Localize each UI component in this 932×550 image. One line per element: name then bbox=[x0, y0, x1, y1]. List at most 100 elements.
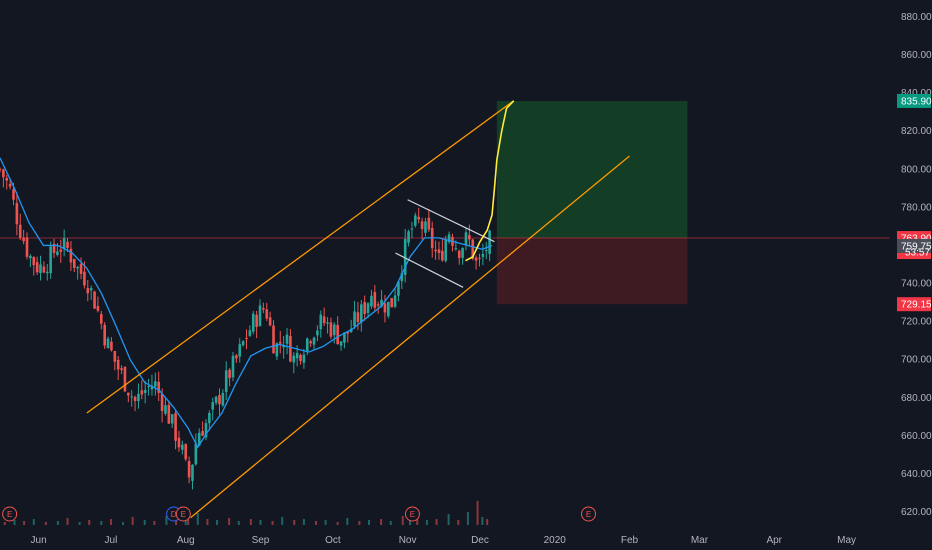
volume-bar bbox=[358, 521, 361, 525]
candle-body bbox=[228, 369, 231, 379]
volume-bar bbox=[228, 518, 231, 525]
candle-body bbox=[83, 271, 86, 286]
candle-body bbox=[353, 311, 356, 327]
candle-body bbox=[305, 338, 309, 352]
candle-body bbox=[59, 249, 63, 252]
candle-body bbox=[0, 168, 2, 170]
candle-body bbox=[285, 334, 289, 344]
price-tag-value: 759.75 bbox=[901, 241, 932, 252]
candle-body bbox=[488, 230, 491, 254]
flag-lower-line[interactable] bbox=[395, 252, 464, 288]
candle-body bbox=[154, 381, 157, 387]
candle-body bbox=[289, 336, 292, 362]
earnings-marker-label: E bbox=[7, 510, 12, 519]
candle-body bbox=[140, 390, 144, 395]
volume-bar bbox=[259, 520, 262, 525]
candle-body bbox=[8, 183, 12, 187]
price-tag-value: 729.15 bbox=[901, 300, 932, 311]
price-tick-label: 620.00 bbox=[901, 507, 932, 518]
target-zone[interactable] bbox=[496, 100, 688, 239]
candle-body bbox=[414, 215, 417, 226]
ma-line[interactable] bbox=[0, 157, 493, 449]
candle-body bbox=[157, 381, 161, 393]
candle-body bbox=[62, 238, 66, 250]
candle-body bbox=[255, 314, 258, 327]
candle-body bbox=[133, 396, 137, 401]
volume-bar bbox=[175, 519, 178, 525]
projection-path[interactable] bbox=[465, 100, 515, 262]
candle-body bbox=[110, 341, 113, 351]
time-tick-label: May bbox=[837, 535, 856, 546]
candle-body bbox=[113, 351, 117, 362]
volume-bar bbox=[324, 520, 327, 525]
candle-body bbox=[468, 235, 471, 240]
earnings-marker-label: E bbox=[586, 510, 591, 519]
candle-body bbox=[309, 341, 312, 344]
candle-body bbox=[69, 248, 73, 263]
candle-body bbox=[478, 257, 481, 259]
flag-upper-line[interactable] bbox=[407, 199, 495, 243]
position-zones bbox=[0, 100, 890, 305]
volume-bar bbox=[435, 519, 438, 525]
volume-bar bbox=[293, 520, 296, 525]
candle-body bbox=[376, 304, 380, 306]
candle-body bbox=[319, 314, 323, 330]
candle-body bbox=[390, 298, 393, 308]
trend-drawings[interactable] bbox=[86, 100, 630, 519]
time-tick-label: Apr bbox=[766, 535, 782, 546]
candle-body bbox=[191, 464, 194, 481]
candle-body bbox=[218, 395, 221, 405]
earnings-marker-label: E bbox=[181, 510, 186, 519]
time-tick-label: Oct bbox=[325, 535, 341, 546]
earnings-marker-circle[interactable] bbox=[175, 506, 191, 522]
candle-body bbox=[100, 314, 103, 324]
channel-upper-line[interactable] bbox=[86, 100, 515, 414]
time-tick-label: Aug bbox=[177, 535, 195, 546]
candle-body bbox=[39, 264, 42, 274]
candle-body bbox=[454, 248, 458, 250]
candle-body bbox=[457, 250, 461, 258]
earnings-marker-circle[interactable] bbox=[581, 506, 597, 522]
earnings-marker-circle[interactable] bbox=[2, 506, 18, 522]
candle-body bbox=[164, 405, 167, 414]
candle-body bbox=[150, 385, 154, 390]
volume-bar bbox=[206, 519, 209, 525]
volume-bar bbox=[196, 513, 199, 525]
candle-body bbox=[160, 393, 164, 412]
volume-bar bbox=[249, 519, 252, 525]
stop-zone[interactable] bbox=[496, 238, 688, 305]
candle-body bbox=[187, 461, 191, 478]
volume-bar bbox=[216, 520, 219, 525]
candle-body bbox=[410, 228, 414, 230]
volume-bar bbox=[131, 517, 134, 525]
candle-body bbox=[407, 231, 410, 243]
candle-body bbox=[235, 355, 238, 359]
candle-body bbox=[343, 332, 346, 343]
candle-body bbox=[25, 237, 29, 257]
candle-body bbox=[444, 240, 448, 261]
volume-bar bbox=[302, 519, 305, 525]
candle-body bbox=[393, 295, 397, 307]
candle-body bbox=[464, 232, 468, 245]
candle-body bbox=[15, 203, 19, 225]
candle-body bbox=[245, 337, 248, 339]
channel-lower-line[interactable] bbox=[190, 155, 630, 519]
candle-body bbox=[397, 281, 400, 296]
candle-body bbox=[123, 367, 127, 392]
candle-body bbox=[137, 393, 140, 401]
earnings-marker-circle[interactable] bbox=[404, 506, 420, 522]
time-axis[interactable]: Jun Jul Aug Sep Oct Nov Dec 2020 Feb Mar Apr May bbox=[31, 535, 857, 546]
candle-body bbox=[326, 322, 329, 324]
candle-body bbox=[312, 337, 316, 345]
candle-body bbox=[231, 355, 235, 378]
candle-body bbox=[329, 322, 333, 337]
candle-body bbox=[35, 262, 39, 273]
price-tag-value: 835.90 bbox=[901, 96, 932, 107]
candle-body bbox=[427, 217, 431, 230]
candle-body bbox=[194, 443, 198, 465]
candle-body bbox=[76, 266, 79, 269]
candle-body bbox=[366, 303, 370, 313]
